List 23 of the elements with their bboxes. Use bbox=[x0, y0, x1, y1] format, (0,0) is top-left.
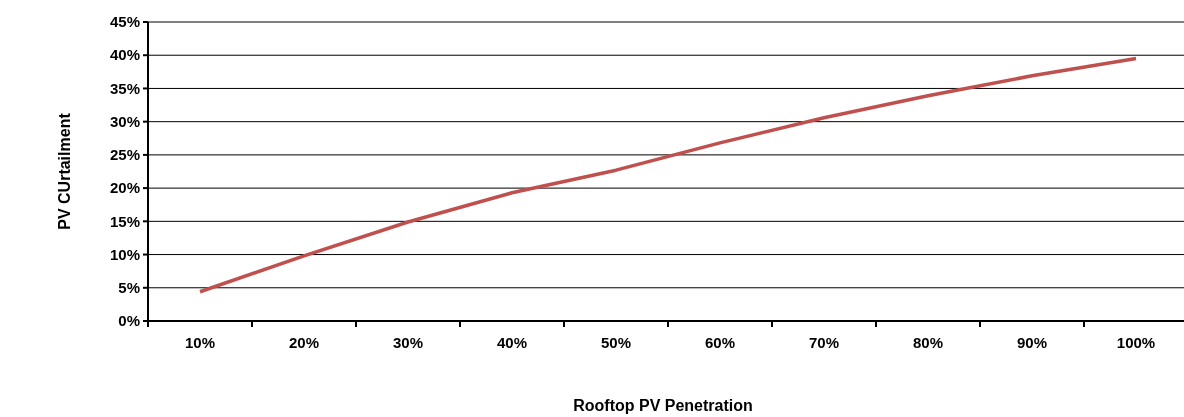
x-tick-label: 20% bbox=[288, 334, 320, 351]
y-tick-label: 15% bbox=[109, 212, 140, 230]
y-tick-label: 35% bbox=[109, 79, 140, 97]
y-tick-label: 10% bbox=[109, 245, 140, 263]
y-tick-label: 5% bbox=[118, 279, 140, 297]
x-tick-label: 50% bbox=[600, 334, 632, 351]
x-tick-label: 40% bbox=[496, 334, 528, 351]
x-tick-label: 90% bbox=[1016, 334, 1048, 351]
y-tick-label: 25% bbox=[109, 146, 140, 164]
line-series bbox=[198, 56, 1138, 294]
x-axis-title: Rooftop PV Penetration bbox=[573, 397, 753, 414]
y-axis-title: PV CUrtailment bbox=[56, 112, 73, 230]
x-tick-label: 100% bbox=[1116, 334, 1156, 351]
y-tick-label: 20% bbox=[109, 179, 140, 197]
x-tick-label: 30% bbox=[392, 334, 424, 351]
x-tick-label: 80% bbox=[912, 334, 944, 351]
x-tick-label: 10% bbox=[184, 334, 216, 351]
x-tick-label: 70% bbox=[808, 334, 840, 351]
x-tick-label: 60% bbox=[704, 334, 736, 351]
y-tick-label: 30% bbox=[109, 112, 140, 130]
y-tick-label: 45% bbox=[109, 13, 140, 31]
y-tick-label: 40% bbox=[109, 46, 140, 64]
y-tick-label: 0% bbox=[118, 312, 140, 330]
